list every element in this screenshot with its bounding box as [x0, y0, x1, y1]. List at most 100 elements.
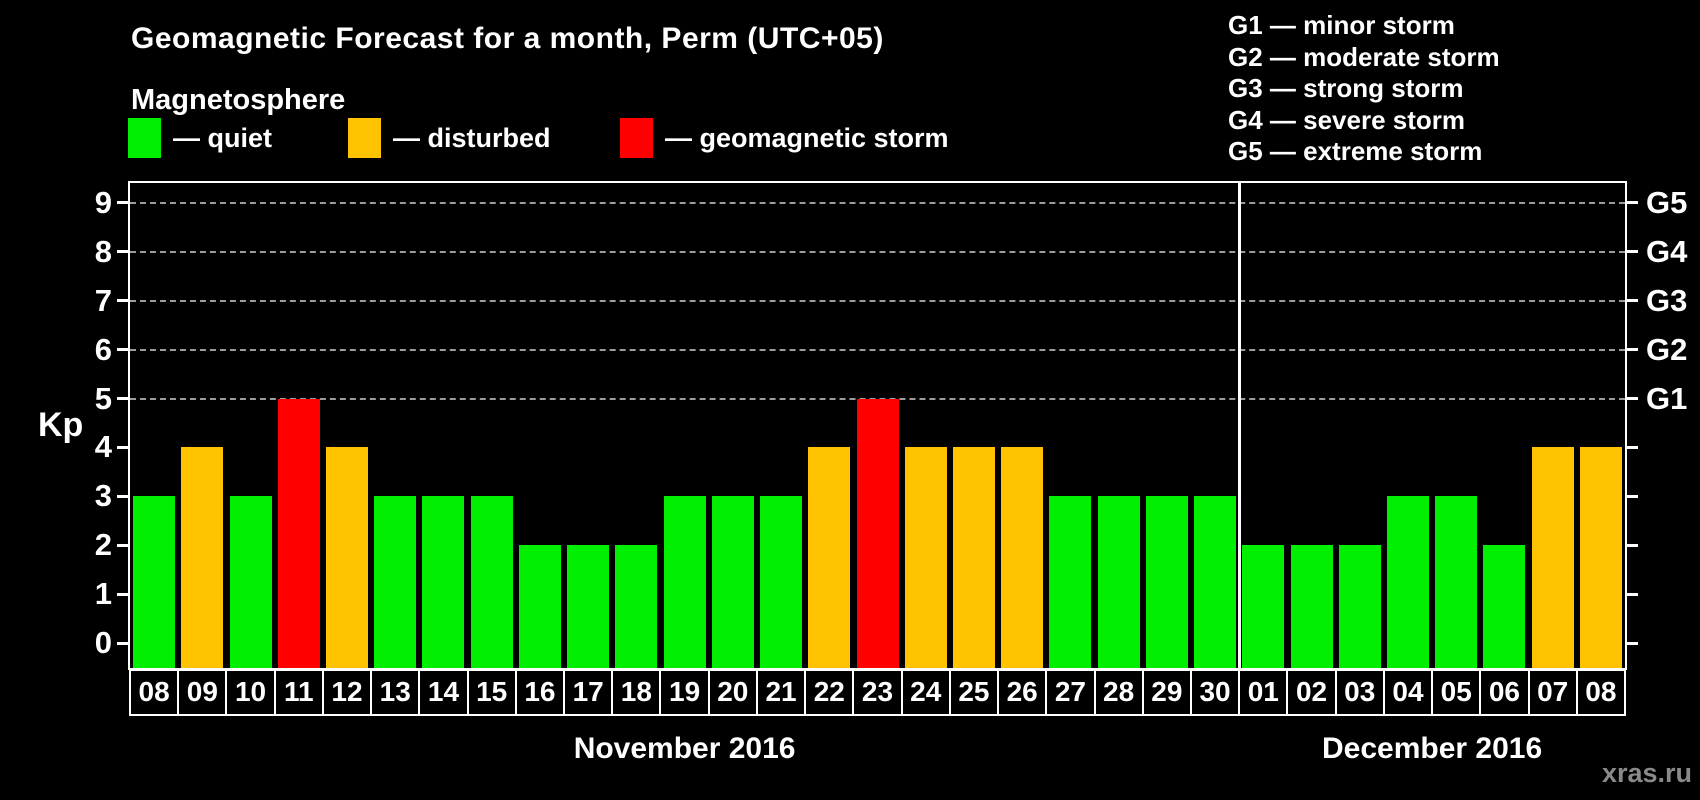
- date-box-21: 21: [755, 669, 807, 716]
- storm-scale-legend: G1 — minor storm G2 — moderate storm G3 …: [1228, 10, 1500, 168]
- kp-bar-08: [133, 496, 176, 668]
- kp-bar-15: [470, 496, 513, 668]
- kp-bar-23: [856, 398, 899, 668]
- kp-bar-14: [422, 496, 465, 668]
- y-tick-label-6: 6: [94, 331, 112, 367]
- date-box-23: 23: [852, 669, 903, 716]
- kp-bar-13: [374, 496, 417, 668]
- kp-bar-28: [1097, 496, 1140, 668]
- y-tick-left-1: [117, 592, 130, 596]
- y-tick-left-8: [117, 250, 130, 254]
- y-tick-right-0: [1625, 641, 1638, 645]
- month-label-november: November 2016: [573, 732, 796, 765]
- gridline-kp6: [130, 348, 1625, 351]
- y-tick-label-8: 8: [94, 233, 112, 269]
- y-tick-right-8: [1625, 250, 1638, 254]
- plot-area: [128, 181, 1627, 670]
- date-box-27: 27: [1045, 669, 1096, 716]
- kp-bar-08: [1579, 447, 1622, 668]
- g5-legend-line: G5 — extreme storm: [1228, 136, 1483, 167]
- date-box-05: 05: [1431, 669, 1482, 716]
- y-tick-right-2: [1625, 543, 1638, 547]
- disturbed-swatch-icon: [348, 118, 381, 158]
- date-box-26: 26: [997, 669, 1048, 716]
- y-tick-right-1: [1625, 592, 1638, 596]
- legend-label-disturbed: — disturbed: [393, 123, 551, 153]
- date-box-12: 12: [321, 669, 373, 716]
- kp-bar-29: [1145, 496, 1188, 668]
- date-box-16: 16: [514, 669, 566, 716]
- kp-bar-18: [615, 545, 658, 668]
- date-box-24: 24: [900, 669, 951, 716]
- y-tick-left-7: [117, 299, 130, 303]
- kp-bar-19: [663, 496, 706, 668]
- kp-bar-20: [711, 496, 754, 668]
- date-box-03: 03: [1334, 669, 1385, 716]
- g1-legend-line: G1 — minor storm: [1228, 10, 1455, 40]
- y-tick-label-2: 2: [94, 527, 112, 563]
- y-tick-left-5: [117, 397, 130, 400]
- kp-bar-22: [808, 447, 851, 668]
- kp-bar-12: [326, 447, 369, 668]
- quiet-swatch-icon: [128, 118, 161, 158]
- g2-legend-line: G2 — moderate storm: [1228, 41, 1500, 72]
- date-box-17: 17: [563, 669, 614, 716]
- y-tick-right-9: [1625, 201, 1638, 205]
- month-label-december: December 2016: [1322, 732, 1543, 765]
- date-box-10: 10: [225, 669, 276, 716]
- date-box-25: 25: [948, 669, 1000, 716]
- date-box-01: 01: [1238, 669, 1289, 716]
- y-tick-label-7: 7: [94, 282, 112, 318]
- y-tick-left-0: [117, 641, 130, 645]
- g-scale-label-G1: G1: [1646, 380, 1688, 416]
- kp-bar-09: [181, 447, 224, 668]
- kp-bar-26: [1001, 447, 1044, 668]
- y-tick-left-6: [117, 348, 130, 352]
- g-scale-label-G4: G4: [1646, 233, 1688, 269]
- date-box-22: 22: [804, 669, 855, 716]
- month-separator-line: [1237, 183, 1241, 668]
- kp-bar-07: [1531, 447, 1574, 668]
- storm-swatch-icon: [620, 118, 653, 158]
- g3-legend-line: G3 — strong storm: [1228, 73, 1464, 104]
- date-box-18: 18: [611, 669, 662, 716]
- date-box-19: 19: [659, 669, 710, 716]
- y-tick-label-5: 5: [94, 380, 112, 416]
- y-tick-left-2: [117, 543, 130, 547]
- gridline-kp7: [130, 299, 1625, 302]
- y-tick-label-4: 4: [94, 429, 112, 465]
- date-box-13: 13: [370, 669, 421, 716]
- kp-bar-16: [518, 545, 561, 668]
- magnetosphere-label: Magnetosphere: [131, 84, 346, 116]
- watermark: xras.ru: [1601, 758, 1692, 788]
- date-box-15: 15: [466, 669, 517, 716]
- kp-bar-17: [567, 545, 610, 668]
- date-box-14: 14: [418, 669, 469, 716]
- kp-bar-21: [760, 496, 803, 668]
- date-box-04: 04: [1382, 669, 1434, 716]
- date-box-20: 20: [707, 669, 758, 716]
- date-box-09: 09: [177, 669, 228, 716]
- kp-bar-06: [1483, 545, 1526, 668]
- date-box-29: 29: [1141, 669, 1192, 716]
- y-tick-right-5: [1625, 397, 1638, 400]
- date-box-02: 02: [1286, 669, 1337, 716]
- y-tick-right-3: [1625, 494, 1638, 498]
- page-title: Geomagnetic Forecast for a month, Perm (…: [131, 22, 884, 55]
- y-tick-right-7: [1625, 299, 1638, 303]
- date-box-08: 08: [1575, 669, 1626, 716]
- kp-bar-04: [1386, 496, 1429, 668]
- y-tick-left-3: [117, 494, 130, 498]
- gridline-kp9: [130, 201, 1625, 204]
- y-tick-left-9: [117, 201, 130, 205]
- date-box-06: 06: [1479, 669, 1530, 716]
- kp-bar-05: [1435, 496, 1478, 668]
- y-tick-right-4: [1625, 445, 1638, 449]
- kp-bar-30: [1194, 496, 1237, 668]
- g4-legend-line: G4 — severe storm: [1228, 104, 1466, 135]
- kp-bar-03: [1338, 545, 1381, 668]
- y-axis-title: Kp: [38, 406, 84, 444]
- g-scale-label-G3: G3: [1646, 282, 1688, 318]
- kp-bar-25: [952, 447, 995, 668]
